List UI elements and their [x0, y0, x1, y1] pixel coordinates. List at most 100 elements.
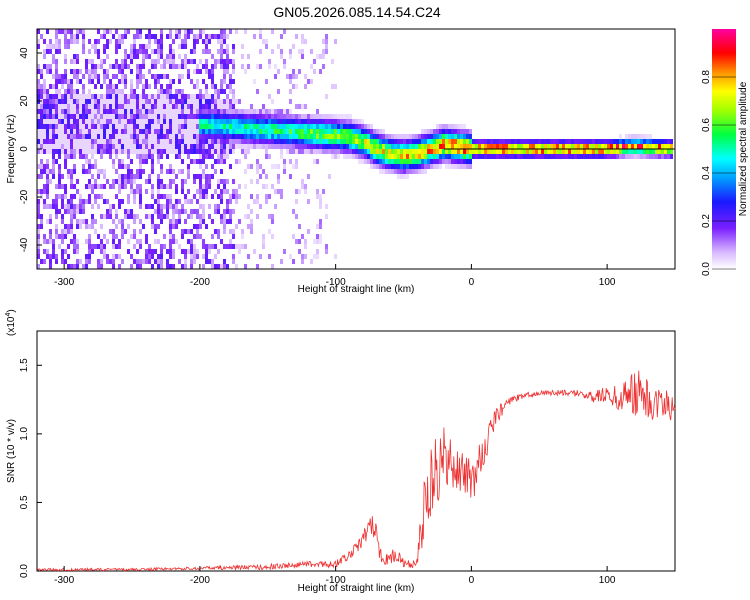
spectrogram-cell [172, 254, 175, 259]
spectrogram-cell [277, 124, 280, 129]
spectrogram-cell [661, 149, 664, 154]
spectrogram-cell [100, 264, 103, 269]
spectrogram-cell [217, 94, 220, 99]
spectrogram-cell [403, 164, 406, 169]
spectrogram-cell [64, 184, 67, 189]
spectrogram-cell [463, 134, 466, 139]
spectrogram-cell [196, 119, 199, 124]
spectrogram-cell [202, 174, 205, 179]
spectrogram-cell [199, 184, 202, 189]
spectrogram-cell [451, 159, 454, 164]
spectrogram-cell [163, 184, 166, 189]
spectrogram-cell [85, 169, 88, 174]
spectrogram-cell [250, 134, 253, 139]
spectrogram-cell [280, 54, 283, 59]
spectrogram-cell [127, 224, 130, 229]
spectrogram-cell [49, 259, 52, 264]
spectrogram-cell [430, 134, 433, 139]
spectrogram-cell [124, 99, 127, 104]
spectrogram-cell [163, 244, 166, 249]
spectrogram-cell [268, 134, 271, 139]
spectrogram-cell [88, 109, 91, 114]
spectrogram-cell [469, 149, 472, 154]
spectrogram-cell [37, 239, 40, 244]
spectrogram-cell [610, 154, 613, 159]
spectrogram-cell [88, 99, 91, 104]
spectrogram-cell [295, 159, 298, 164]
spectrogram-cell [235, 29, 238, 34]
spectrogram-cell [238, 249, 241, 254]
spectrogram-cell [133, 34, 136, 39]
spectrogram-cell [52, 244, 55, 249]
spectrogram-cell [103, 29, 106, 34]
spectrogram-cell [427, 159, 430, 164]
spectrogram-cell [373, 164, 376, 169]
spectrogram-cell [670, 149, 673, 154]
spectrogram-cell [355, 144, 358, 149]
spectrogram-cell [301, 129, 304, 134]
spectrogram-cell [196, 94, 199, 99]
spectrogram-cell [76, 109, 79, 114]
spectrogram-cell [190, 79, 193, 84]
spectrogram-cell [316, 124, 319, 129]
snr-y-scale-note: (x104) [5, 309, 17, 336]
spectrogram-cell [205, 174, 208, 179]
spectrogram-cell [595, 149, 598, 154]
spectrogram-cell [118, 34, 121, 39]
spectrogram-cell [277, 114, 280, 119]
spectrogram-cell [277, 119, 280, 124]
spectrogram-cell [169, 109, 172, 114]
spectrogram-cell [280, 189, 283, 194]
spectrogram-cell [301, 119, 304, 124]
spectrogram-cell [214, 144, 217, 149]
spectrogram-cell [223, 179, 226, 184]
spectrogram-cell [274, 119, 277, 124]
spectrogram-cell [484, 154, 487, 159]
spectrogram-cell [133, 109, 136, 114]
spectrogram-cell [160, 259, 163, 264]
spectrogram-cell [316, 224, 319, 229]
spectrogram-cell [82, 114, 85, 119]
spectrogram-cell [40, 114, 43, 119]
spectrogram-cell [409, 164, 412, 169]
spectrogram-cell [421, 164, 424, 169]
spectrogram-cell [271, 29, 274, 34]
spectrogram-cell [154, 79, 157, 84]
spectrogram-cell [70, 139, 73, 144]
spectrogram-cell [133, 234, 136, 239]
spectrogram-cell [169, 99, 172, 104]
spectrogram-cell [130, 184, 133, 189]
spectrogram-cell [127, 239, 130, 244]
spectrogram-cell [202, 114, 205, 119]
spectrogram-cell [55, 184, 58, 189]
spectrogram-cell [139, 49, 142, 54]
spectrogram-cell [139, 149, 142, 154]
spectrogram-cell [124, 184, 127, 189]
spectrogram-cell [148, 99, 151, 104]
spectrogram-cell [271, 124, 274, 129]
spectrogram-cell [160, 89, 163, 94]
spectrogram-cell [253, 129, 256, 134]
spectrogram-cell [175, 134, 178, 139]
spectrogram-cell [439, 154, 442, 159]
spectrogram-cell [457, 129, 460, 134]
spectrogram-cell [259, 34, 262, 39]
spectrogram-cell [118, 64, 121, 69]
spectrogram-cell [637, 134, 640, 139]
spectrogram-cell [205, 164, 208, 169]
spectrogram-cell [304, 114, 307, 119]
spectrogram-cell [301, 149, 304, 154]
spectrogram-cell [250, 194, 253, 199]
spectrogram-cell [439, 149, 442, 154]
spectrogram-cell [289, 129, 292, 134]
spectrogram-cell [136, 249, 139, 254]
spectrogram-cell [496, 139, 499, 144]
spectrogram-cell [499, 139, 502, 144]
spectrogram-cell [283, 119, 286, 124]
spectrogram-cell [106, 124, 109, 129]
spectrogram-cell [175, 204, 178, 209]
snr-y-tick-label: 0.5 [19, 495, 30, 509]
spectrogram-cell [208, 34, 211, 39]
spectrogram-cell [406, 149, 409, 154]
spectrogram-cell [199, 144, 202, 149]
